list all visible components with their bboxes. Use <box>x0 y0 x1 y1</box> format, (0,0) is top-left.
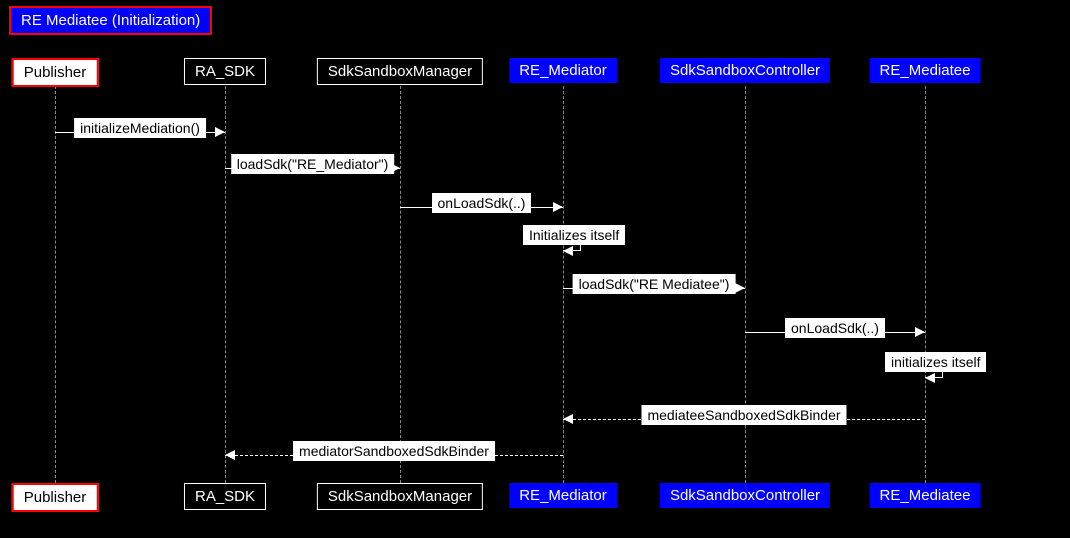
sequence-diagram: RE Mediatee (Initialization) Publisher RA… <box>0 0 1070 538</box>
actor-re_mediatee-top: RE_Mediatee <box>870 58 981 83</box>
actor-sdk_sandbox_controller-top: SdkSandboxController <box>660 58 830 83</box>
actor-publisher-top: Publisher <box>12 58 99 87</box>
arrow-head-8 <box>225 450 235 460</box>
arrow-head-0 <box>215 127 225 137</box>
actor-sdk_sandbox_manager-top: SdkSandboxManager <box>317 58 483 85</box>
actor-re_mediatee-bottom: RE_Mediatee <box>870 483 981 508</box>
message-label-8: mediatorSandboxedSdkBinder <box>293 441 495 461</box>
lifeline-sdk_sandbox_manager <box>400 86 401 483</box>
self-arrow-head-6 <box>925 373 935 383</box>
arrow-head-2 <box>553 202 563 212</box>
self-arrow-head-3 <box>563 246 573 256</box>
diagram-title: RE Mediatee (Initialization) <box>9 6 212 35</box>
message-label-5: onLoadSdk(..) <box>785 318 885 338</box>
lifeline-ra_sdk <box>225 86 226 483</box>
message-label-7: mediateeSandboxedSdkBinder <box>641 405 846 425</box>
actor-re_mediator-bottom: RE_Mediator <box>509 483 617 508</box>
message-label-3: Initializes itself <box>523 225 625 245</box>
message-label-2: onLoadSdk(..) <box>432 193 532 213</box>
arrow-head-7 <box>563 414 573 424</box>
actor-sdk_sandbox_manager-bottom: SdkSandboxManager <box>317 483 483 510</box>
lifeline-re_mediatee <box>925 86 926 483</box>
message-label-1: loadSdk("RE_Mediator") <box>231 154 395 174</box>
lifeline-publisher <box>55 86 56 483</box>
message-label-4: loadSdk("RE Mediatee") <box>573 274 736 294</box>
actor-sdk_sandbox_controller-bottom: SdkSandboxController <box>660 483 830 508</box>
message-label-0: initializeMediation() <box>74 118 206 138</box>
actor-re_mediator-top: RE_Mediator <box>509 58 617 83</box>
arrow-head-5 <box>915 327 925 337</box>
message-label-6: initializes itself <box>885 352 986 372</box>
arrow-head-4 <box>735 283 745 293</box>
actor-ra_sdk-bottom: RA_SDK <box>184 483 266 510</box>
actor-publisher-bottom: Publisher <box>12 483 99 512</box>
actor-ra_sdk-top: RA_SDK <box>184 58 266 85</box>
